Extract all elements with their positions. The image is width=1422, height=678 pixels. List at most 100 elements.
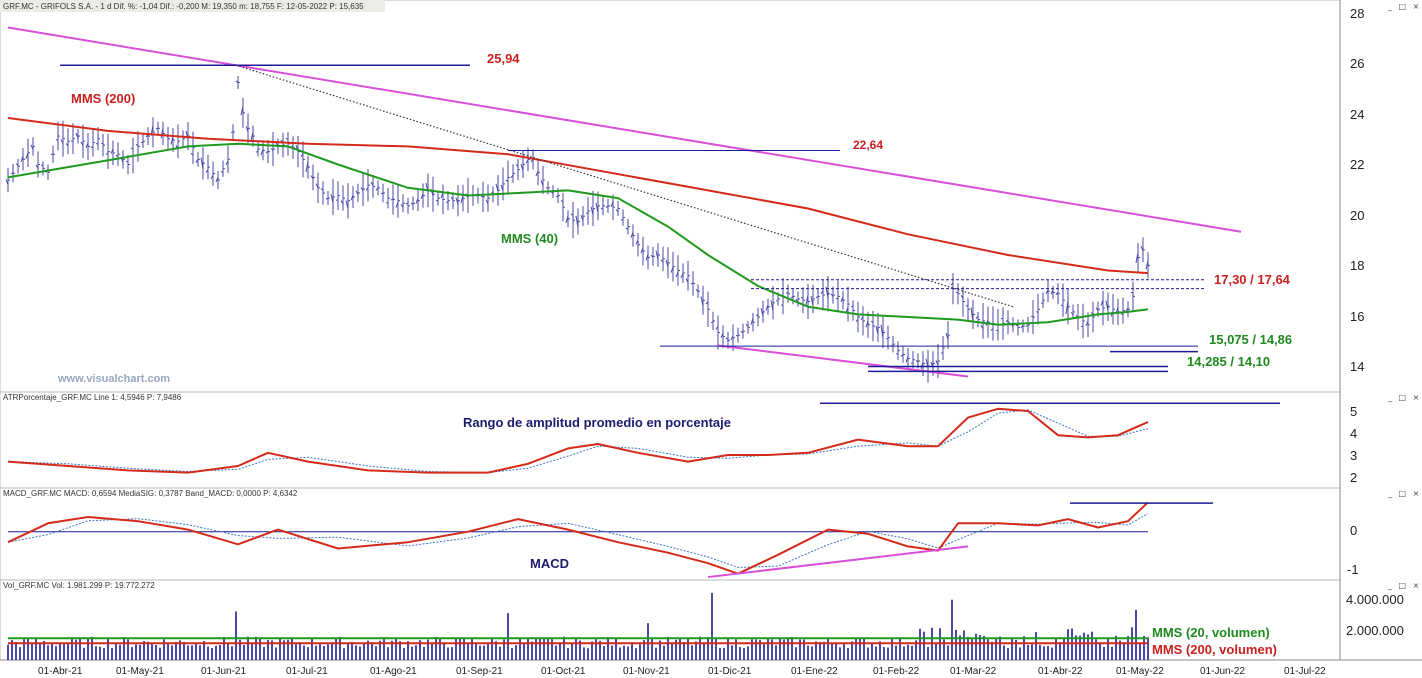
price-bar-open — [395, 202, 399, 208]
price-bar-open — [1130, 291, 1134, 294]
price-bar-open — [510, 174, 514, 179]
macd-panel-title: MACD — [530, 556, 569, 571]
date-tick: 01-Abr-22 — [1038, 666, 1083, 677]
price-window-buttons[interactable]: _ □ × — [1388, 2, 1422, 11]
price-bar-open — [1015, 324, 1019, 327]
price-bar-open — [255, 150, 259, 153]
price-bar-open — [535, 170, 539, 177]
price-bar-open — [455, 197, 459, 205]
price-bar-open — [835, 297, 839, 300]
atr-tick: 2 — [1350, 470, 1357, 485]
price-bar-open — [285, 137, 289, 140]
price-bar-open — [130, 147, 134, 150]
price-bar-open — [300, 153, 304, 158]
price-bar-open — [915, 359, 919, 363]
price-bar-open — [955, 291, 959, 294]
price-bar-open — [690, 282, 694, 285]
price-bar-open — [605, 205, 609, 208]
price-bar-open — [750, 317, 754, 325]
price-bar-open — [415, 198, 419, 204]
price-bar-open — [620, 218, 624, 221]
price-bar-open — [275, 142, 279, 146]
price-bar-open — [50, 153, 54, 156]
price-bar-open — [1095, 307, 1099, 312]
price-bar-open — [885, 337, 889, 340]
price-bar-open — [880, 324, 884, 339]
price-bar-open — [600, 207, 604, 210]
price-bar-open — [125, 160, 129, 163]
date-tick: 01-Sep-21 — [456, 666, 503, 677]
price-bar-open — [5, 179, 9, 185]
price-bar-open — [200, 157, 204, 170]
price-bar-open — [655, 250, 659, 260]
price-bar-open — [250, 131, 254, 141]
price-bar-open — [55, 138, 59, 142]
volume-y-axis: 4.000.000 2.000.000 — [1346, 592, 1404, 638]
price-bar-open — [730, 335, 734, 341]
macd-panel-header: MACD_GRF.MC MACD: 0,6594 MediaSIG: 0,378… — [3, 489, 298, 498]
price-bar-open — [965, 304, 969, 308]
price-tick: 18 — [1350, 258, 1364, 273]
price-bar-open — [565, 215, 569, 224]
price-bar-open — [695, 288, 699, 292]
watermark: www.visualchart.com — [57, 373, 170, 385]
price-bar-open — [270, 148, 274, 151]
price-tick: 22 — [1350, 157, 1364, 172]
price-bar-open — [320, 188, 324, 191]
date-tick: 01-Mar-22 — [950, 666, 997, 677]
macd-window-buttons[interactable]: _ □ × — [1388, 489, 1422, 498]
price-bar-open — [25, 152, 29, 160]
price-tick: 16 — [1350, 309, 1364, 324]
price-bar-open — [660, 259, 664, 263]
price-bar-open — [560, 200, 564, 203]
price-bar-open — [185, 130, 189, 141]
price-panel-header: GRF.MC - GRIFOLS S.A. - 1 d Dif. %: -1,0… — [3, 2, 364, 11]
atr-signal-line — [7, 409, 1149, 474]
price-bar-open — [260, 149, 264, 156]
price-bar-open — [715, 326, 719, 330]
price-bar-open — [950, 282, 954, 286]
price-bar-open — [920, 362, 924, 369]
price-bar-open — [725, 337, 729, 341]
date-tick: 01-Dic-21 — [708, 666, 752, 677]
annotation-high-level: 25,94 — [487, 51, 520, 66]
price-bar-open — [215, 177, 219, 183]
price-bar-open — [820, 290, 824, 295]
price-bar-open — [135, 143, 139, 147]
price-bar-open — [460, 195, 464, 204]
volume-window-buttons[interactable]: _ □ × — [1388, 581, 1422, 590]
price-bar-open — [595, 202, 599, 213]
atr-window-buttons[interactable]: _ □ × — [1388, 393, 1422, 402]
price-bar-open — [975, 315, 979, 319]
price-bar-open — [815, 295, 819, 299]
date-tick: 01-Ene-22 — [791, 666, 838, 677]
price-bar-open — [305, 161, 309, 173]
price-bar-open — [1090, 312, 1094, 315]
price-bar-open — [735, 335, 739, 337]
price-bar-open — [495, 183, 499, 192]
price-bar-open — [1025, 324, 1029, 327]
price-bar-open — [400, 204, 404, 208]
annotation-mms40: MMS (40) — [501, 231, 558, 246]
price-bar-open — [210, 175, 214, 180]
price-bar-open — [440, 192, 444, 199]
price-bar-open — [1050, 289, 1054, 295]
macd-line — [7, 501, 1149, 575]
price-bar-open — [525, 159, 529, 164]
date-tick: 01-Jun-21 — [201, 666, 246, 677]
price-bar-open — [625, 227, 629, 231]
price-bar-open — [520, 163, 524, 171]
price-bar-open — [945, 332, 949, 340]
price-bar-open — [765, 304, 769, 311]
annotation-resistance: 17,30 / 17,64 — [1214, 272, 1291, 287]
date-tick: 01-Oct-21 — [541, 666, 586, 677]
price-bar-open — [775, 299, 779, 302]
price-bar-open — [1125, 307, 1129, 312]
price-bar-open — [1030, 315, 1034, 318]
price-bar-open — [755, 314, 759, 317]
price-bar-open — [360, 187, 364, 192]
price-bar-open — [940, 352, 944, 354]
annotation-vol-mms200: MMS (200, volumen) — [1152, 642, 1277, 657]
price-bar-open — [90, 146, 94, 149]
price-bar-open — [265, 150, 269, 154]
